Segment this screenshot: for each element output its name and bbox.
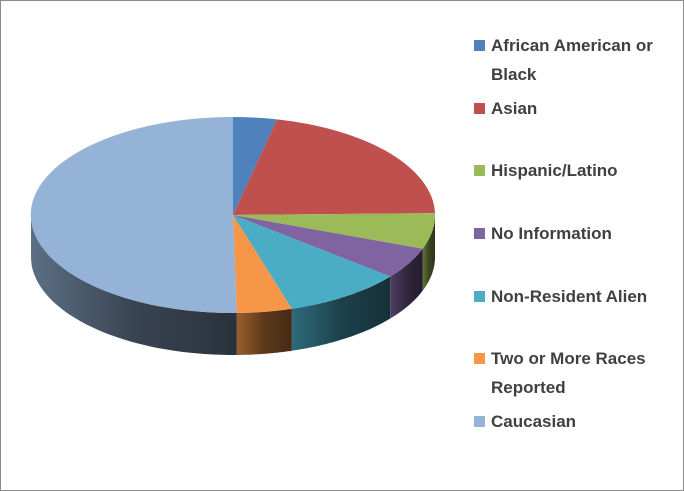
pie-slice-side-4: [291, 276, 391, 351]
pie-slice-5: [233, 215, 292, 313]
legend-swatch: [474, 40, 485, 51]
pie-slice-side-6: [31, 215, 237, 355]
legend-label: No Information: [491, 224, 612, 243]
legend-label: Two or More Races Reported: [491, 349, 646, 397]
pie-slice-3: [233, 215, 423, 277]
legend-label: Hispanic/Latino: [491, 161, 618, 180]
pie-slice-0: [233, 117, 278, 215]
pie-chart: [30, 116, 435, 355]
legend-label: Asian: [491, 99, 538, 118]
legend-label: Non-Resident Alien: [491, 287, 648, 306]
legend-swatch: [474, 353, 485, 364]
legend-swatch: [474, 291, 485, 302]
pie-slice-2: [233, 213, 435, 249]
pie-slice-6: [30, 116, 237, 313]
pie-slice-side-3: [390, 248, 423, 319]
chart-legend: African American or Black Asian Hispanic/L…: [469, 1, 679, 490]
legend-swatch: [474, 103, 485, 114]
legend-swatch: [474, 165, 485, 176]
pie-slice-4: [233, 215, 391, 309]
legend-label: Caucasian: [491, 412, 577, 431]
legend-swatch: [474, 228, 485, 239]
pie-slice-side-2: [422, 215, 435, 291]
legend-label: African American or Black: [491, 36, 653, 84]
pie-slice-1: [233, 119, 435, 215]
legend-swatch: [474, 416, 485, 427]
pie-slice-side-5: [236, 308, 292, 355]
